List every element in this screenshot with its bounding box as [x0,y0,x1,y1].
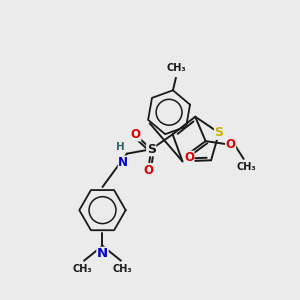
Text: N: N [97,247,108,260]
Text: O: O [226,138,236,151]
Text: CH₃: CH₃ [112,264,132,274]
Text: CH₃: CH₃ [236,163,256,172]
Text: O: O [184,151,194,164]
Text: O: O [131,128,141,141]
Text: S: S [214,126,224,139]
Text: CH₃: CH₃ [167,63,186,73]
Text: N: N [118,156,128,169]
Text: S: S [147,143,156,156]
Text: CH₃: CH₃ [73,264,92,274]
Text: O: O [143,164,153,176]
Text: H: H [116,142,124,152]
